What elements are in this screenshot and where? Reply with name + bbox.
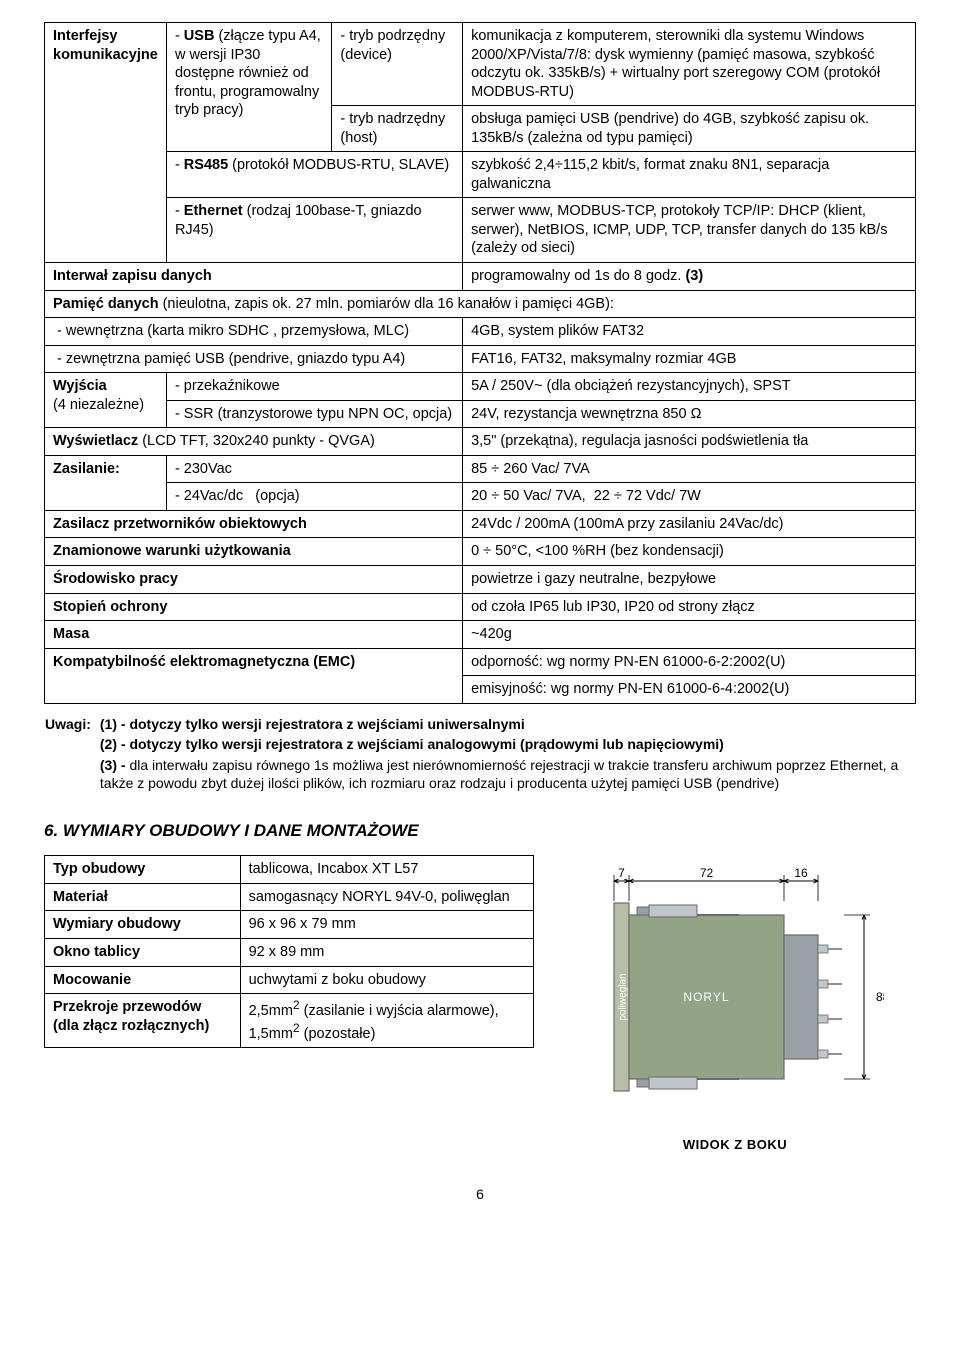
housing-label: Typ obudowy [45, 856, 241, 884]
spec-cell: Pamięć danych (nieulotna, zapis ok. 27 m… [45, 290, 916, 318]
spec-cell: szybkość 2,4÷115,2 kbit/s, format znaku … [463, 152, 916, 198]
diagram-caption: WIDOK Z BOKU [554, 1137, 916, 1154]
page-number: 6 [44, 1186, 916, 1204]
housing-value: 96 x 96 x 79 mm [240, 911, 533, 939]
svg-text:NORYL: NORYL [683, 990, 729, 1004]
spec-cell: - RS485 (protokół MODBUS-RTU, SLAVE) [166, 152, 462, 198]
spec-cell: - SSR (tranzystorowe typu NPN OC, opcja) [166, 400, 462, 428]
spec-cell: - 24Vac/dc (opcja) [166, 483, 462, 511]
spec-cell: 24Vdc / 200mA (100mA przy zasilaniu 24Va… [463, 510, 916, 538]
spec-cell: - 230Vac [166, 455, 462, 483]
spec-cell: Zasilacz przetworników obiektowych [45, 510, 463, 538]
spec-cell: - zewnętrzna pamięć USB (pendrive, gniaz… [45, 345, 463, 373]
spec-cell: - tryb podrzędny (device) [332, 23, 463, 106]
spec-cell: 24V, rezystancja wewnętrzna 850 Ω [463, 400, 916, 428]
housing-label: Materiał [45, 883, 241, 911]
spec-cell: odporność: wg normy PN-EN 61000-6-2:2002… [463, 648, 916, 676]
notes-label: Uwagi: [45, 716, 91, 732]
svg-text:poliwęglan: poliwęglan [618, 974, 629, 1021]
housing-value: 92 x 89 mm [240, 939, 533, 967]
spec-cell: 85 ÷ 260 Vac/ 7VA [463, 455, 916, 483]
housing-value: tablicowa, Incabox XT L57 [240, 856, 533, 884]
svg-text:72: 72 [700, 866, 714, 880]
note-3: (3) - dla interwału zapisu równego 1s mo… [99, 755, 916, 794]
housing-table: Typ obudowytablicowa, Incabox XT L57Mate… [44, 855, 534, 1047]
spec-cell: Kompatybilność elektromagnetyczna (EMC) [45, 648, 463, 703]
spec-cell: 20 ÷ 50 Vac/ 7VA, 22 ÷ 72 Vdc/ 7W [463, 483, 916, 511]
spec-cell: Środowisko pracy [45, 566, 463, 594]
spec-cell: Zasilanie: [45, 455, 167, 510]
housing-value: 2,5mm2 (zasilanie i wyjścia alarmowe),1,… [240, 994, 533, 1048]
note-1: (1) - dotyczy tylko wersji rejestratora … [100, 716, 525, 732]
spec-cell: powietrze i gazy neutralne, bezpyłowe [463, 566, 916, 594]
svg-text:88: 88 [876, 990, 884, 1004]
housing-label: Okno tablicy [45, 939, 241, 967]
side-view-diagram: poliwęglan NORYL 7 72 16 88 WIDOK Z BOKU [554, 855, 916, 1154]
housing-label: Mocowanie [45, 966, 241, 994]
spec-cell: Wyjścia(4 niezależne) [45, 373, 167, 428]
housing-label: Wymiary obudowy [45, 911, 241, 939]
spec-cell: - wewnętrzna (karta mikro SDHC , przemys… [45, 318, 463, 346]
section-6-heading: 6. WYMIARY OBUDOWY I DANE MONTAŻOWE [44, 820, 916, 842]
spec-cell: emisyjność: wg normy PN-EN 61000-6-4:200… [463, 676, 916, 704]
spec-cell: komunikacja z komputerem, sterowniki dla… [463, 23, 916, 106]
spec-cell: programowalny od 1s do 8 godz. (3) [463, 263, 916, 291]
spec-cell: Masa [45, 621, 463, 649]
note-2: (2) - dotyczy tylko wersji rejestratora … [100, 736, 724, 752]
spec-cell: 3,5" (przekątna), regulacja jasności pod… [463, 428, 916, 456]
spec-cell: ~420g [463, 621, 916, 649]
spec-cell: Wyświetlacz (LCD TFT, 320x240 punkty - Q… [45, 428, 463, 456]
spec-cell: Interwał zapisu danych [45, 263, 463, 291]
spec-cell: Interfejsy komunikacyjne [45, 23, 167, 263]
spec-cell: FAT16, FAT32, maksymalny rozmiar 4GB [463, 345, 916, 373]
spec-cell: 0 ÷ 50°C, <100 %RH (bez kondensacji) [463, 538, 916, 566]
svg-text:7: 7 [618, 866, 625, 880]
spec-cell: - tryb nadrzędny (host) [332, 106, 463, 152]
spec-cell: - Ethernet (rodzaj 100base-T, gniazdo RJ… [166, 198, 462, 263]
spec-cell: serwer www, MODBUS-TCP, protokoły TCP/IP… [463, 198, 916, 263]
spec-cell: Znamionowe warunki użytkowania [45, 538, 463, 566]
spec-cell: 5A / 250V~ (dla obciążeń rezystancyjnych… [463, 373, 916, 401]
spec-cell: obsługa pamięci USB (pendrive) do 4GB, s… [463, 106, 916, 152]
housing-value: samogasnący NORYL 94V-0, poliwęglan [240, 883, 533, 911]
housing-value: uchwytami z boku obudowy [240, 966, 533, 994]
notes-block: Uwagi: (1) - dotyczy tylko wersji rejest… [44, 714, 916, 794]
spec-cell: - przekaźnikowe [166, 373, 462, 401]
spec-cell: Stopień ochrony [45, 593, 463, 621]
spec-cell: - USB (złącze typu A4, w wersji IP30 dos… [166, 23, 331, 152]
spec-cell: od czoła IP65 lub IP30, IP20 od strony z… [463, 593, 916, 621]
specification-table: Interfejsy komunikacyjne- USB (złącze ty… [44, 22, 916, 704]
housing-label: Przekroje przewodów(dla złącz rozłącznyc… [45, 994, 241, 1048]
spec-cell: 4GB, system plików FAT32 [463, 318, 916, 346]
svg-text:16: 16 [794, 866, 808, 880]
